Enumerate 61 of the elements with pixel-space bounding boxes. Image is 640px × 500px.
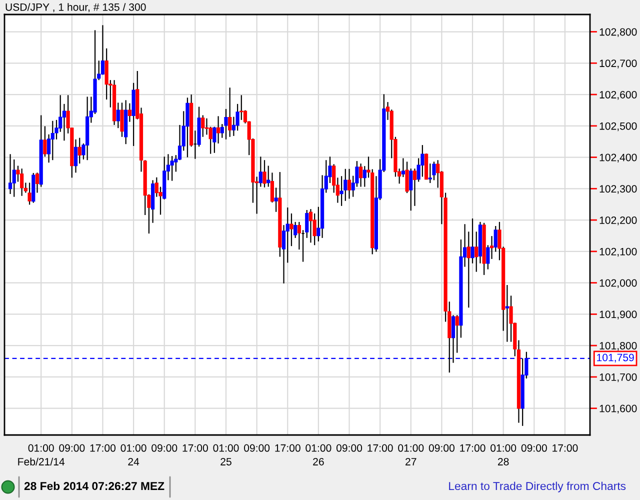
candlestick (20, 168, 24, 196)
candlestick (116, 102, 120, 129)
candlestick (505, 284, 509, 342)
x-tick-label: 17:00 (368, 444, 393, 452)
candlestick (455, 314, 459, 354)
candlestick (359, 163, 363, 188)
candlestick (43, 126, 47, 158)
candlestick (290, 212, 294, 247)
candlestick (224, 108, 228, 140)
candlestick (274, 187, 278, 212)
y-tick-label: 102,100 (600, 248, 637, 257)
y-tick-label: 101,800 (600, 342, 637, 351)
candlestick (28, 182, 32, 206)
x-tick-label: 09:00 (59, 444, 85, 452)
candlestick (204, 118, 209, 136)
x-tick-label: 01:00 25 (213, 444, 239, 466)
candlestick (120, 102, 124, 138)
candlestick (170, 155, 174, 182)
candlestick (308, 208, 313, 244)
x-tick-label: 01:00 28 (490, 444, 516, 466)
candlestick (201, 114, 205, 138)
candlestick (228, 87, 232, 138)
chart-title: USD/JPY , 1 hour, # 135 / 300 (6, 3, 146, 12)
y-tick-label: 101,900 (600, 310, 637, 320)
x-tick-label: 09:00 (244, 444, 270, 452)
x-tick-label: 01:00 24 (120, 444, 146, 466)
candlestick (74, 138, 78, 174)
y-tick-label: 102,300 (600, 185, 637, 194)
y-tick-label: 102,000 (600, 279, 637, 288)
x-tick-label: 09:00 (152, 444, 178, 452)
text: 28 Feb 2014 07:26:27 MEZ (24, 482, 164, 490)
x-tick-label: 17:00 (90, 444, 116, 452)
candlestick (347, 168, 352, 200)
x-tick-label: 17:00 (460, 444, 486, 452)
x-tick-label: 01:00 26 (306, 444, 332, 466)
x-tick-label: 09:00 (521, 444, 547, 452)
y-tick-label: 101,600 (600, 404, 637, 414)
x-tick-label: 17:00 (552, 444, 578, 452)
candlestick (409, 168, 413, 212)
y-tick-label: 102,500 (600, 122, 637, 132)
x-tick-label: 17:00 (182, 444, 208, 452)
candlestick (216, 116, 220, 144)
candlestick (262, 160, 266, 188)
y-tick-label: 102,700 (600, 60, 637, 68)
x-tick-label: 01:00 27 (398, 444, 424, 466)
x-tick-label: 09:00 (428, 444, 454, 452)
candlestick (8, 154, 12, 195)
text: Learn to Trade Directly from Charts (449, 482, 626, 492)
y-tick-label: 102,600 (600, 90, 637, 100)
x-tick-label: 17:00 (275, 444, 300, 452)
x-tick-label: 09:00 (336, 444, 362, 452)
candlestick (428, 163, 432, 184)
y-tick-label: 101,700 (600, 373, 637, 382)
candlestick (128, 102, 132, 122)
candlestick (186, 97, 190, 158)
candlestick (50, 120, 54, 161)
candlestick (78, 137, 82, 164)
y-tick-label: 102,800 (600, 28, 637, 37)
ref-line-label: 101,759 (597, 354, 634, 363)
y-tick-label: 102,400 (600, 154, 637, 162)
y-tick-label: 102,200 (600, 216, 637, 226)
